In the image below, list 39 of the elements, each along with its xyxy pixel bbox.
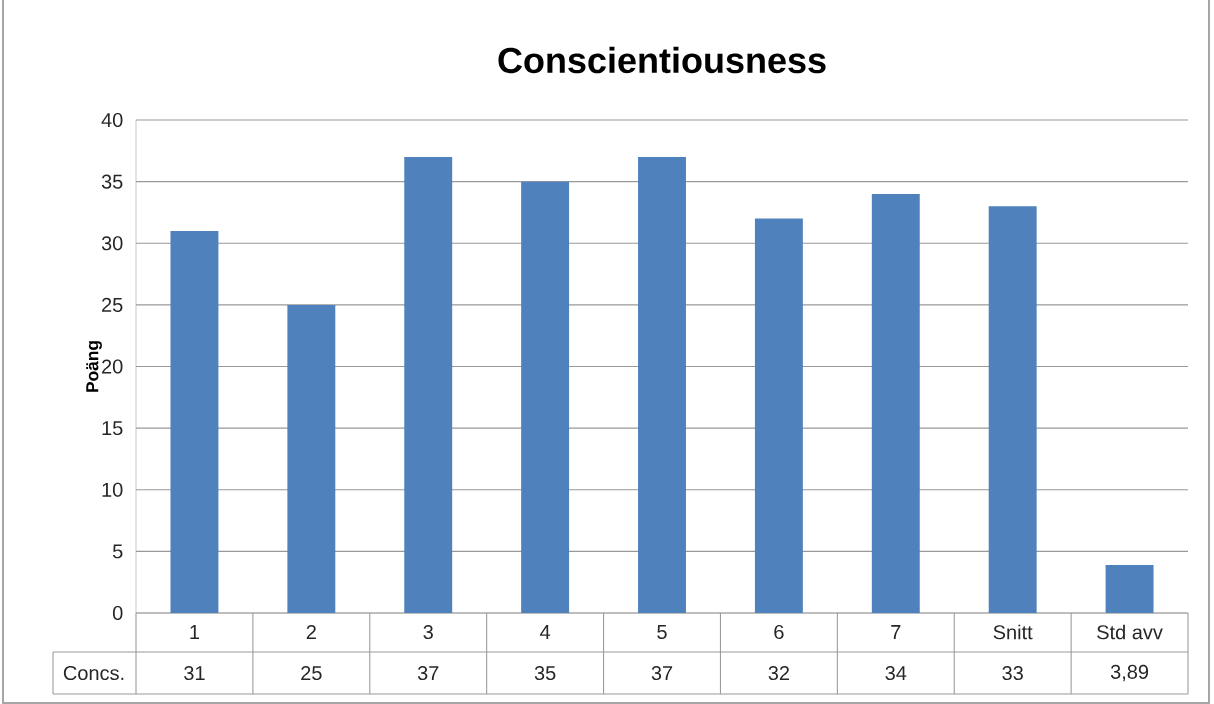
y-tick-label: 0 — [112, 605, 123, 621]
bar — [170, 230, 219, 613]
y-tick-label: 30 — [101, 236, 123, 251]
y-tick-label: 5 — [112, 544, 123, 559]
bar — [404, 156, 453, 613]
bar — [871, 193, 920, 613]
bar — [1105, 565, 1154, 613]
data-label: 35 — [534, 665, 556, 681]
chart-title: Conscientiousness — [498, 46, 826, 74]
y-tick-label: 35 — [101, 174, 123, 189]
x-tick-label: 3 — [423, 624, 433, 640]
text: Concs. — [63, 665, 124, 681]
data-label: 32 — [768, 665, 790, 681]
x-tick-label: Std avv — [1097, 624, 1163, 640]
bar — [988, 206, 1037, 613]
y-tick-label: 20 — [102, 359, 123, 374]
x-tick-label: 5 — [657, 625, 667, 639]
data-label: 37 — [417, 665, 439, 681]
data-label: 37 — [651, 665, 673, 681]
data-label: 3,89 — [1110, 664, 1149, 682]
x-tick-label: 1 — [190, 625, 200, 639]
bar — [521, 181, 570, 613]
x-tick-label: 6 — [774, 624, 784, 640]
bar — [754, 218, 803, 613]
data-label: 33 — [1002, 665, 1023, 681]
data-label: 31 — [184, 665, 205, 681]
x-tick-label: 4 — [540, 625, 551, 639]
y-axis-title: Poäng — [86, 341, 102, 392]
y-tick-label: 40 — [101, 112, 123, 128]
bar — [287, 304, 336, 613]
y-tick-label: 10 — [102, 482, 123, 497]
y-tick-label: 15 — [102, 421, 123, 436]
data-label: 25 — [301, 665, 322, 681]
data-label: 34 — [885, 665, 907, 681]
x-tick-label: 2 — [306, 625, 316, 639]
x-tick-label: 7 — [891, 625, 901, 639]
bar — [638, 156, 686, 613]
y-tick-label: 25 — [102, 297, 123, 312]
x-tick-label: Snitt — [993, 624, 1033, 640]
